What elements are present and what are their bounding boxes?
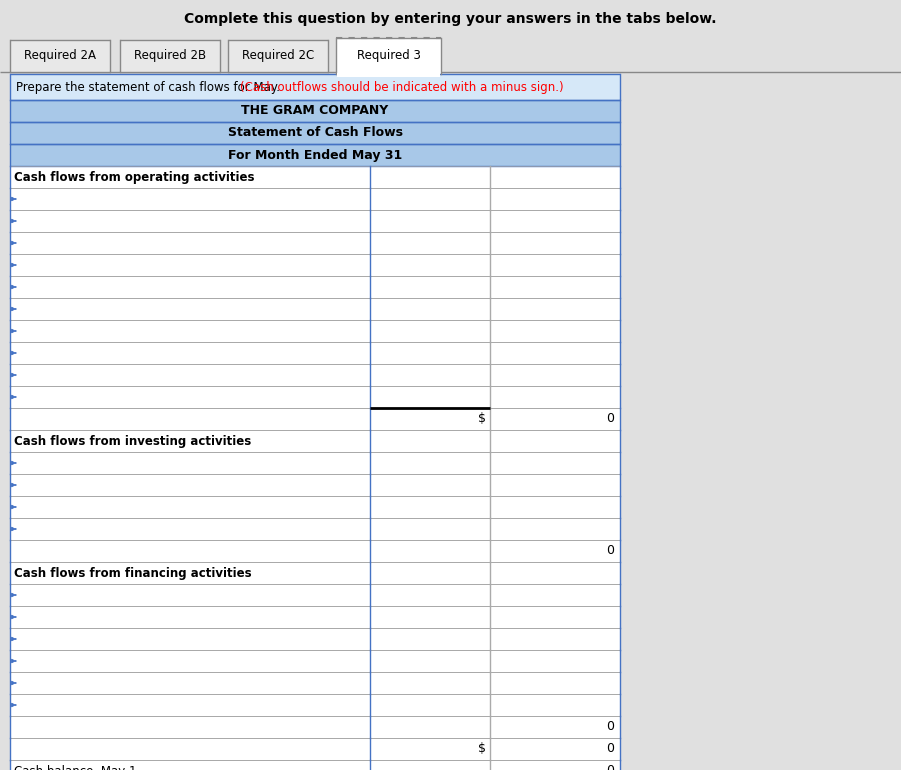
Text: $: $ (478, 413, 486, 426)
Bar (10, 144, 620, 166)
Text: Prepare the statement of cash flows for May.: Prepare the statement of cash flows for … (16, 81, 280, 93)
Bar (10, 474, 620, 496)
Bar (10, 122, 620, 144)
Bar (10, 694, 620, 716)
Bar (120, 40, 220, 72)
Text: 0: 0 (606, 544, 614, 557)
Bar (10, 518, 620, 540)
Text: Cash flows from operating activities: Cash flows from operating activities (14, 170, 254, 183)
Bar (10, 562, 620, 584)
Bar (10, 672, 620, 694)
Text: Cash balance, May 1: Cash balance, May 1 (14, 765, 136, 770)
Bar (10, 386, 620, 408)
Bar (10, 342, 620, 364)
Bar (10, 100, 620, 122)
Bar (10, 760, 620, 770)
Bar (10, 254, 620, 276)
Bar (10, 364, 620, 386)
Bar (10, 496, 620, 518)
Bar (228, 40, 328, 72)
Text: For Month Ended May 31: For Month Ended May 31 (228, 149, 402, 162)
Bar (10, 716, 620, 738)
Bar (10, 606, 620, 628)
Bar (0, 38, 901, 74)
Bar (10, 320, 620, 342)
Bar (10, 74, 620, 100)
Bar (10, 584, 620, 606)
Bar (10, 650, 620, 672)
Bar (10, 40, 110, 72)
Bar (336, 38, 441, 74)
Text: 0: 0 (606, 721, 614, 734)
Bar (10, 540, 620, 562)
Text: THE GRAM COMPANY: THE GRAM COMPANY (241, 105, 388, 118)
Text: Cash flows from investing activities: Cash flows from investing activities (14, 434, 251, 447)
Bar (10, 166, 620, 188)
Bar (10, 628, 620, 650)
Bar (337, 73, 440, 77)
Text: Complete this question by entering your answers in the tabs below.: Complete this question by entering your … (184, 12, 717, 26)
Text: 0: 0 (606, 765, 614, 770)
Bar (10, 452, 620, 474)
Bar (10, 298, 620, 320)
Text: Statement of Cash Flows: Statement of Cash Flows (227, 126, 403, 139)
Bar (10, 408, 620, 430)
Bar (10, 430, 620, 452)
Bar (10, 276, 620, 298)
Bar (10, 210, 620, 232)
Text: Required 2B: Required 2B (134, 49, 206, 62)
Text: Cash flows from financing activities: Cash flows from financing activities (14, 567, 251, 580)
Bar (10, 738, 620, 760)
Bar (10, 232, 620, 254)
Text: Required 2C: Required 2C (241, 49, 314, 62)
Text: 0: 0 (606, 413, 614, 426)
Text: (Cash outflows should be indicated with a minus sign.): (Cash outflows should be indicated with … (240, 81, 564, 93)
Text: 0: 0 (606, 742, 614, 755)
Bar (10, 188, 620, 210)
Text: Required 3: Required 3 (357, 49, 421, 62)
Text: Required 2A: Required 2A (24, 49, 96, 62)
Text: $: $ (478, 742, 486, 755)
Bar (0, 0, 901, 38)
